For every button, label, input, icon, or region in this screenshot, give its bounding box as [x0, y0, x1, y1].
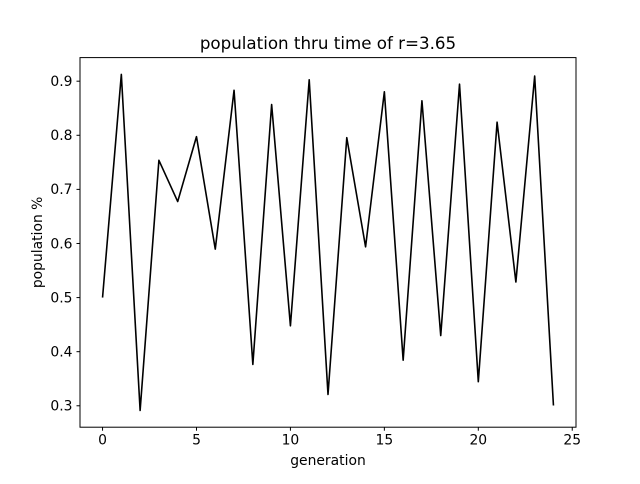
population-line-series [101, 73, 555, 412]
y-tick-label: 0.9 [50, 74, 72, 90]
y-tick-label: 0.4 [50, 344, 72, 360]
x-tick-label: 15 [376, 433, 394, 449]
y-tick-label: 0.7 [50, 182, 72, 198]
plot-area [80, 57, 576, 428]
axes-spines [79, 57, 577, 428]
y-tick-label: 0.6 [50, 236, 72, 252]
chart-title: population thru time of r=3.65 [200, 33, 456, 53]
y-axis-label: population % [30, 197, 46, 289]
x-tick-label: 10 [282, 433, 300, 449]
x-axis-label: generation [290, 453, 366, 469]
x-tick-label: 5 [192, 433, 201, 449]
y-tick-label: 0.5 [50, 290, 72, 306]
x-tick-label: 20 [469, 433, 487, 449]
y-tick-label: 0.8 [50, 128, 72, 144]
x-axis-ticks: 0 5 10 15 20 25 [98, 427, 581, 449]
x-tick-label: 0 [98, 433, 107, 449]
x-tick-label: 25 [563, 433, 581, 449]
y-tick-label: 0.3 [50, 399, 72, 415]
y-axis-ticks: 0.3 0.4 0.5 0.6 0.7 0.8 0.9 [50, 74, 80, 415]
